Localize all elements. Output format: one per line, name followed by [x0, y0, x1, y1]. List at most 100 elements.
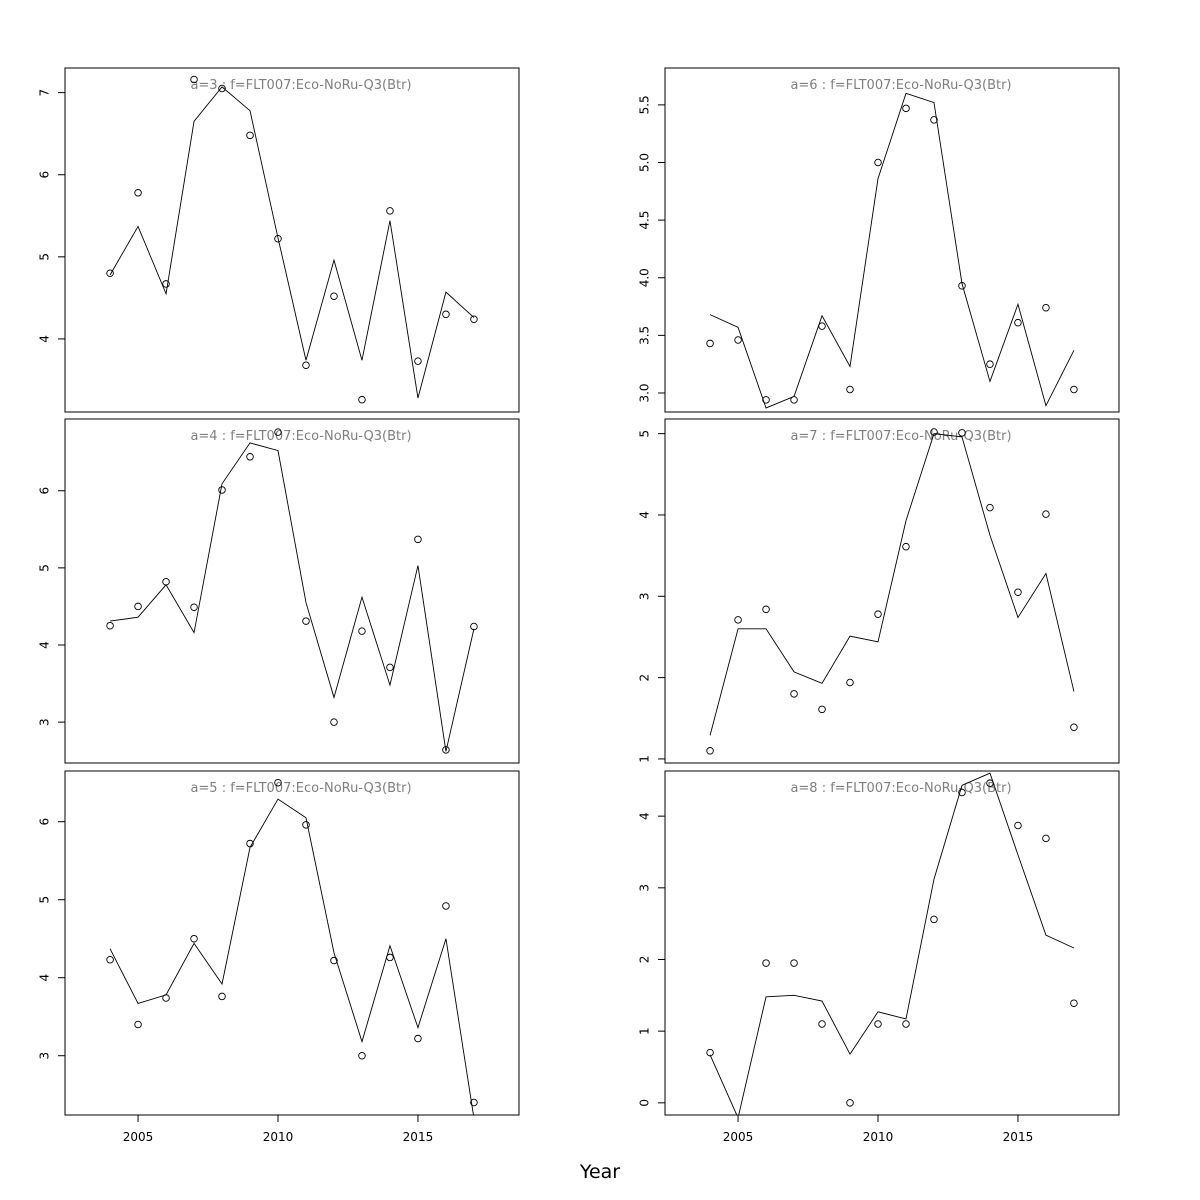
y-tick-label: 4.5 [638, 211, 652, 230]
plot-frame [664, 67, 1120, 413]
y-tick-label: 3.0 [638, 383, 652, 402]
data-point [874, 158, 882, 167]
x-tick-label: 2010 [863, 1130, 894, 1144]
y-tick-label: 3 [38, 1052, 52, 1060]
data-point [818, 705, 826, 714]
data-point [442, 746, 450, 754]
data-point [818, 1020, 826, 1028]
x-tick-label: 2010 [263, 1130, 294, 1144]
y-tick-label: 5.5 [638, 95, 652, 114]
data-point [106, 956, 114, 964]
y-tick-label: 5 [38, 896, 52, 904]
plot-frame [64, 67, 520, 413]
y-tick-label: 5 [38, 564, 52, 572]
y-tick-label: 4 [638, 812, 652, 820]
data-point [470, 315, 478, 323]
x-tick-label: 2005 [723, 1130, 754, 1144]
data-point [734, 336, 742, 344]
data-point [734, 616, 742, 624]
plot-frame [64, 770, 520, 1116]
data-point [930, 428, 938, 436]
data-point [930, 915, 938, 924]
data-point [330, 956, 338, 965]
y-tick-label: 6 [38, 818, 52, 826]
data-point [162, 280, 170, 288]
fit-line [110, 442, 475, 752]
data-point [302, 361, 310, 369]
data-point [470, 622, 478, 631]
data-point [358, 395, 366, 404]
y-tick-label: 4 [38, 641, 52, 649]
data-point [442, 310, 450, 319]
plot-area [106, 75, 478, 404]
plot-frame [664, 770, 1120, 1116]
panel: a=5 : f=FLT007:Eco-NoRu-Q3(Btr) 3 4 5 6 2005 2… [38, 770, 520, 1144]
data-point [274, 235, 282, 243]
y-tick-label: 3 [38, 718, 52, 726]
data-point [762, 959, 770, 967]
panel: a=3 : f=FLT007:Eco-NoRu-Q3(Btr) 4 5 6 7 [38, 67, 520, 413]
panel: a=8 : f=FLT007:Eco-NoRu-Q3(Btr) 0 1 2 3 4 2005… [638, 770, 1120, 1144]
y-tick-label: 0 [638, 1099, 652, 1107]
data-point [1070, 385, 1078, 394]
data-point [930, 116, 938, 124]
y-tick-label: 2 [638, 674, 652, 682]
data-point [414, 357, 422, 365]
data-point [134, 602, 142, 611]
x-tick-label: 2015 [1003, 1130, 1034, 1144]
data-point [190, 603, 198, 611]
data-point [846, 678, 854, 687]
fit-line [109, 798, 474, 1115]
panel-title: a=5 : f=FLT007:Eco-NoRu-Q3(Btr) [190, 781, 411, 796]
data-point [358, 627, 366, 635]
panel: a=7 : f=FLT007:Eco-NoRu-Q3(Btr) 1 2 3 4 5 [638, 418, 1120, 764]
data-point [1014, 588, 1022, 596]
data-point [1042, 510, 1050, 518]
data-point [818, 322, 826, 330]
data-point [302, 617, 310, 625]
y-tick-label: 2 [638, 956, 652, 964]
data-point [162, 577, 170, 586]
y-tick-label: 6 [38, 171, 52, 179]
data-point [218, 84, 226, 93]
data-point [134, 1020, 142, 1029]
data-point [846, 1099, 854, 1107]
data-point [246, 453, 254, 461]
data-point [190, 934, 198, 943]
panel-title: a=7 : f=FLT007:Eco-NoRu-Q3(Btr) [790, 429, 1011, 444]
y-tick-label: 4 [638, 511, 652, 519]
data-point [902, 542, 910, 551]
y-tick-label: 1 [638, 1027, 652, 1035]
x-tick-label: 2015 [403, 1130, 434, 1144]
fit-line [709, 433, 1075, 736]
data-point [106, 269, 114, 278]
data-point [986, 503, 994, 512]
plot-area [706, 92, 1078, 409]
data-point [790, 690, 798, 698]
y-tick-label: 1 [638, 755, 652, 763]
data-point [1014, 318, 1022, 327]
data-point [958, 788, 966, 797]
data-point [706, 1048, 714, 1057]
y-tick-label: 3.5 [638, 326, 652, 345]
plot-area [706, 428, 1078, 755]
y-tick-label: 6 [38, 487, 52, 495]
data-point [274, 778, 282, 787]
panel-title: a=4 : f=FLT007:Eco-NoRu-Q3(Btr) [190, 429, 411, 444]
y-tick-label: 3 [638, 884, 652, 892]
panel-title: a=6 : f=FLT007:Eco-NoRu-Q3(Btr) [790, 78, 1011, 93]
data-point [874, 610, 882, 618]
data-point [1014, 821, 1022, 830]
data-point [902, 104, 910, 113]
data-point [218, 992, 226, 1001]
data-point [190, 75, 198, 84]
data-point [1070, 723, 1078, 731]
plot-frame [64, 418, 520, 764]
data-point [1070, 999, 1078, 1007]
plot-frame [664, 418, 1120, 764]
data-point [414, 1034, 422, 1043]
plot-area [106, 428, 478, 754]
y-tick-label: 5 [38, 253, 52, 261]
panel: a=6 : f=FLT007:Eco-NoRu-Q3(Btr) 3.0 3.5 4.0… [638, 67, 1120, 413]
